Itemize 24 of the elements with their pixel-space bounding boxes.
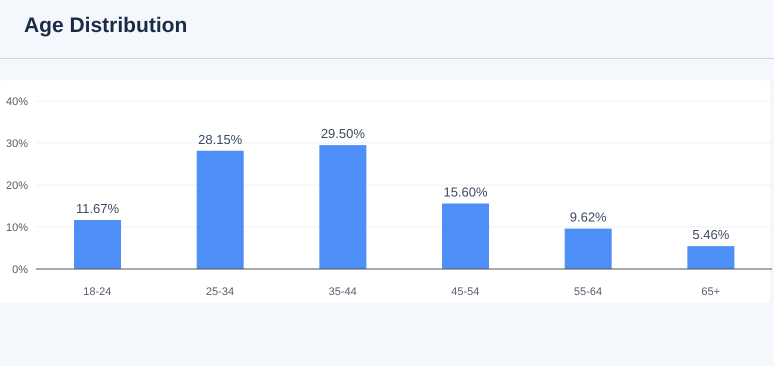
data-label: 28.15% — [198, 132, 243, 147]
x-tick-label: 65+ — [701, 286, 720, 298]
data-label: 5.46% — [692, 227, 730, 242]
bar — [442, 203, 490, 269]
x-tick-label: 25-34 — [206, 286, 234, 298]
x-tick-label: 18-24 — [83, 286, 112, 298]
x-tick-label: 55-64 — [574, 286, 602, 298]
data-label: 11.67% — [76, 200, 120, 216]
bar — [319, 145, 366, 269]
x-tick-label: 35-44 — [328, 286, 357, 298]
x-tick-label: 45-54 — [451, 286, 480, 298]
y-tick-label: 30% — [6, 138, 28, 150]
y-tick-label: 10% — [6, 222, 28, 234]
bar — [687, 246, 734, 269]
bar — [196, 150, 244, 269]
data-label: 9.62% — [570, 210, 608, 225]
y-tick-label: 20% — [6, 180, 28, 192]
chart-title: Age Distribution — [24, 14, 188, 38]
y-tick-label: 40% — [6, 96, 28, 108]
bar — [564, 228, 612, 269]
data-label: 15.60% — [443, 184, 488, 200]
bar — [74, 220, 122, 269]
y-tick-label: 0% — [12, 264, 28, 276]
data-label: 29.50% — [320, 126, 366, 142]
